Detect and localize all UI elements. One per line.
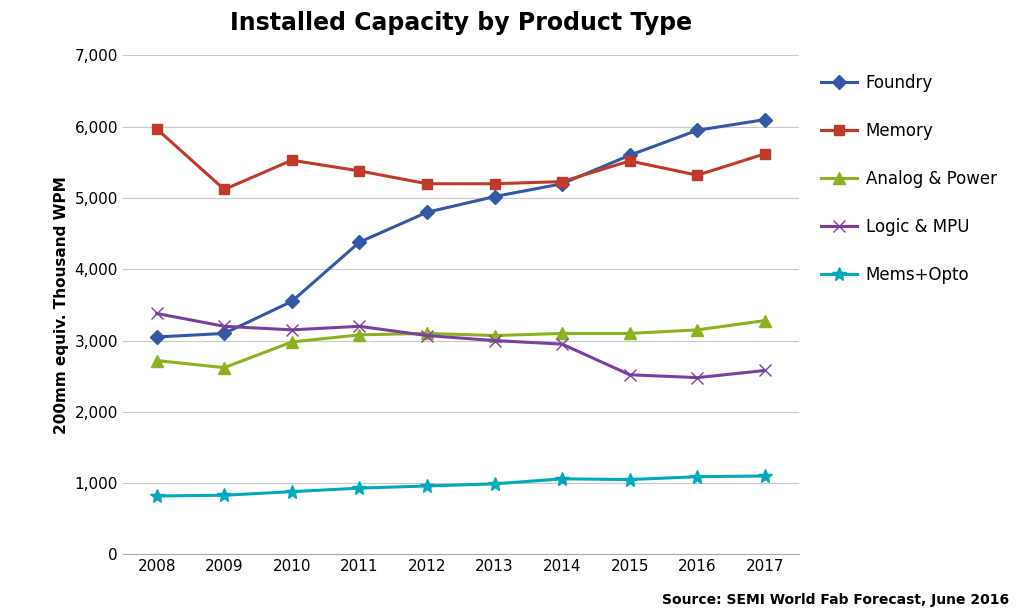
Memory <box>286 156 298 164</box>
Analog & Power <box>624 330 636 337</box>
Foundry <box>624 152 636 159</box>
Logic & MPU <box>759 367 771 374</box>
Mems+Opto <box>218 492 230 499</box>
Logic & MPU <box>691 374 703 381</box>
Memory <box>151 125 163 132</box>
Logic & MPU <box>624 371 636 378</box>
Analog & Power <box>151 357 163 364</box>
Logic & MPU <box>218 323 230 330</box>
Text: Source: SEMI World Fab Forecast, June 2016: Source: SEMI World Fab Forecast, June 20… <box>662 593 1009 607</box>
Memory <box>624 157 636 164</box>
Logic & MPU <box>421 332 433 339</box>
Analog & Power <box>218 364 230 371</box>
Analog & Power <box>353 331 366 339</box>
Memory <box>218 186 230 193</box>
Line: Logic & MPU: Logic & MPU <box>152 308 770 383</box>
Analog & Power <box>556 330 568 337</box>
Memory <box>759 150 771 158</box>
Analog & Power <box>488 332 501 339</box>
Mems+Opto <box>759 472 771 480</box>
Foundry <box>218 330 230 337</box>
Foundry <box>488 193 501 200</box>
Foundry <box>353 238 366 246</box>
Line: Memory: Memory <box>152 124 770 194</box>
Foundry <box>151 333 163 341</box>
Analog & Power <box>286 338 298 346</box>
Logic & MPU <box>353 323 366 330</box>
Foundry <box>286 298 298 305</box>
Mems+Opto <box>353 484 366 492</box>
Logic & MPU <box>488 337 501 344</box>
Memory <box>421 180 433 187</box>
Y-axis label: 200mm equiv. Thousand WPM: 200mm equiv. Thousand WPM <box>54 176 69 434</box>
Analog & Power <box>759 317 771 324</box>
Foundry <box>759 116 771 123</box>
Analog & Power <box>421 330 433 337</box>
Line: Foundry: Foundry <box>152 115 770 342</box>
Mems+Opto <box>624 476 636 483</box>
Memory <box>488 180 501 187</box>
Foundry <box>421 209 433 216</box>
Analog & Power <box>691 326 703 333</box>
Line: Analog & Power: Analog & Power <box>152 315 770 373</box>
Memory <box>353 167 366 174</box>
Logic & MPU <box>556 341 568 348</box>
Mems+Opto <box>556 475 568 482</box>
Mems+Opto <box>286 488 298 495</box>
Logic & MPU <box>151 310 163 317</box>
Line: Mems+Opto: Mems+Opto <box>150 469 772 503</box>
Foundry <box>691 126 703 134</box>
Logic & MPU <box>286 326 298 333</box>
Title: Installed Capacity by Product Type: Installed Capacity by Product Type <box>229 12 692 36</box>
Mems+Opto <box>151 492 163 500</box>
Mems+Opto <box>488 480 501 487</box>
Mems+Opto <box>691 473 703 480</box>
Foundry <box>556 180 568 187</box>
Memory <box>556 178 568 185</box>
Legend: Foundry, Memory, Analog & Power, Logic & MPU, Mems+Opto: Foundry, Memory, Analog & Power, Logic &… <box>820 74 996 284</box>
Memory <box>691 171 703 179</box>
Mems+Opto <box>421 482 433 490</box>
